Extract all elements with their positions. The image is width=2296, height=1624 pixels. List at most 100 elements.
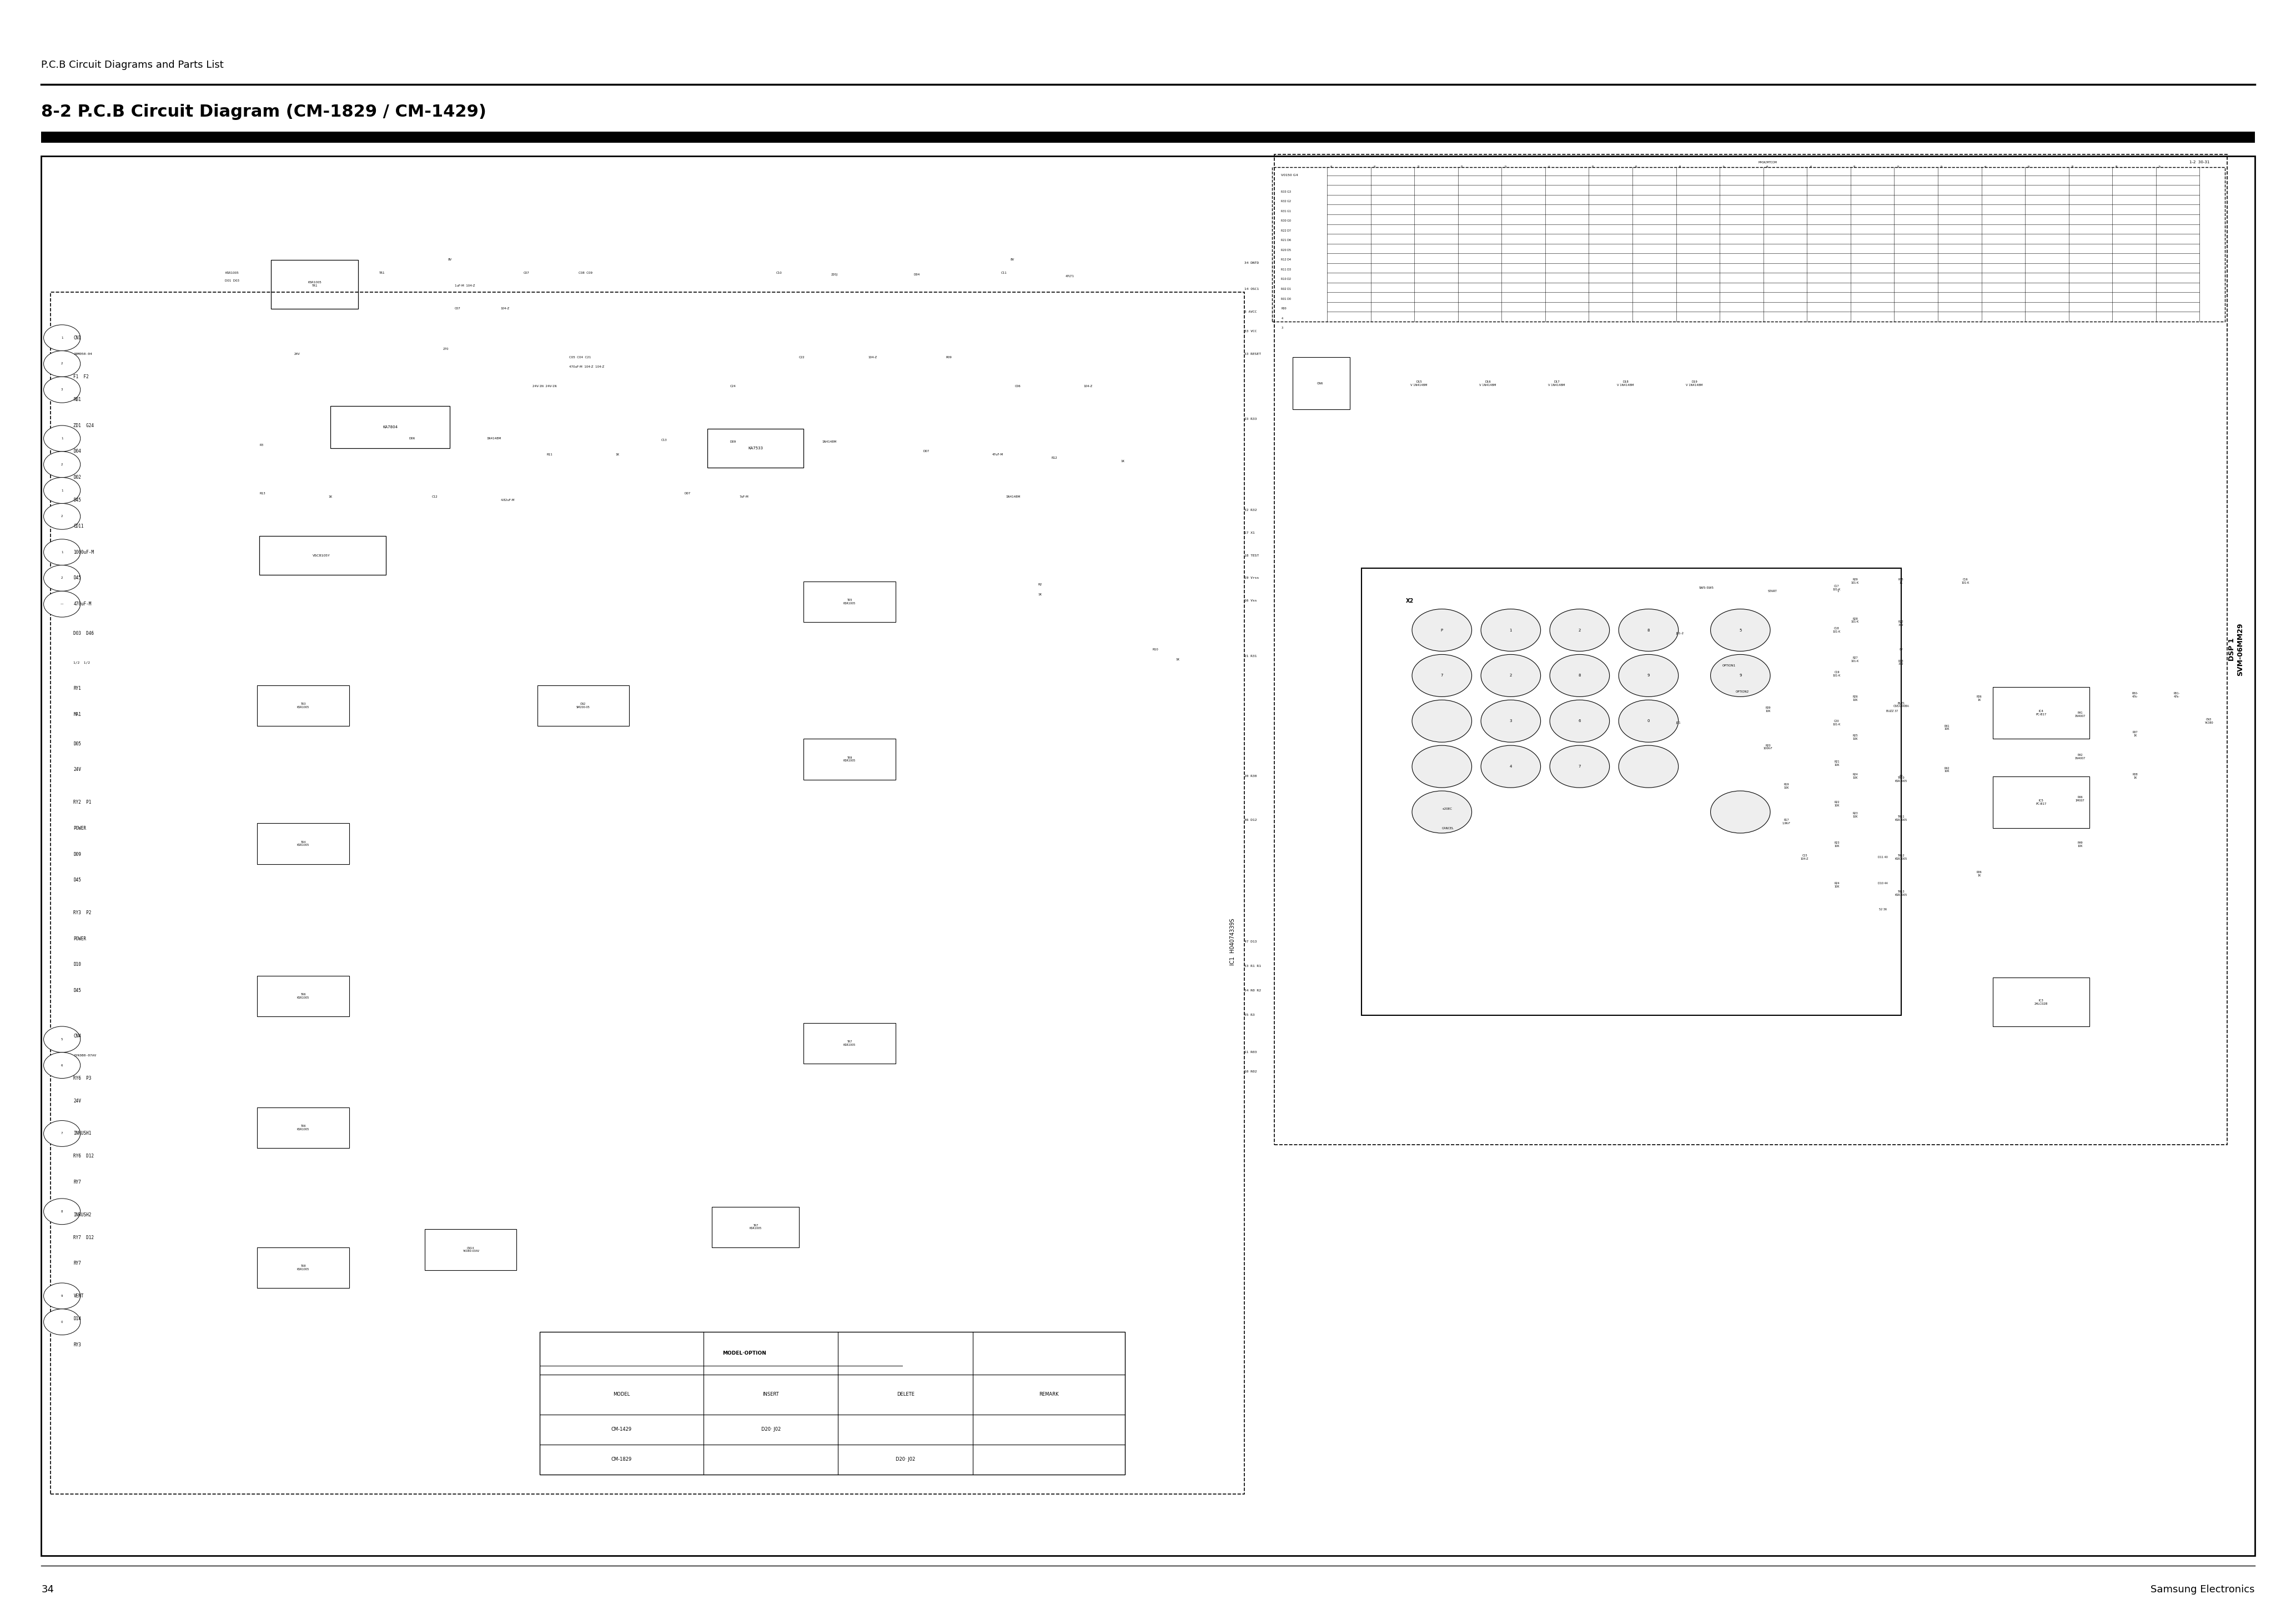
Circle shape <box>44 477 80 503</box>
Text: 24V: 24V <box>294 352 301 356</box>
Text: RY6  D12: RY6 D12 <box>73 1153 94 1160</box>
Text: TR13
KSR1005: TR13 KSR1005 <box>1894 890 1908 896</box>
Text: 5: 5 <box>1738 628 1743 632</box>
Text: 47 D13: 47 D13 <box>1244 940 1256 944</box>
Text: TR5
KSR1005: TR5 KSR1005 <box>843 599 856 604</box>
Circle shape <box>1550 654 1609 697</box>
Circle shape <box>44 1309 80 1335</box>
Bar <box>540 1332 1125 1475</box>
Text: D06: D06 <box>409 437 416 440</box>
Text: 9: 9 <box>1738 674 1743 677</box>
Text: C24: C24 <box>730 385 737 388</box>
Circle shape <box>1550 745 1609 788</box>
Text: R21
10K: R21 10K <box>1835 760 1839 767</box>
Circle shape <box>44 325 80 351</box>
Text: CM-1829: CM-1829 <box>611 1457 631 1462</box>
Circle shape <box>1711 791 1770 833</box>
Text: R17
1.9K-F: R17 1.9K-F <box>1782 818 1791 825</box>
Text: IC3
24LC02B: IC3 24LC02B <box>2034 999 2048 1005</box>
Text: R12: R12 <box>1052 456 1058 460</box>
Circle shape <box>1412 609 1472 651</box>
Text: 53 RESET: 53 RESET <box>1244 352 1261 356</box>
Text: 1YK080-07AV: 1YK080-07AV <box>73 1054 96 1057</box>
Text: D45: D45 <box>73 575 80 581</box>
Text: R36
1K: R36 1K <box>1977 695 1981 702</box>
Text: 8V: 8V <box>1899 775 1903 778</box>
Text: R3: R3 <box>259 443 264 447</box>
Text: R42
1N4007: R42 1N4007 <box>2076 754 2085 760</box>
Text: 19 Vrss: 19 Vrss <box>1244 577 1258 580</box>
Text: TR7
KSR1005: TR7 KSR1005 <box>748 1224 762 1229</box>
Text: IC1  H04074339S: IC1 H04074339S <box>1231 919 1235 965</box>
Circle shape <box>1619 654 1678 697</box>
Text: R38
1K: R38 1K <box>2133 773 2138 780</box>
Text: TR6
KSR1005: TR6 KSR1005 <box>296 1125 310 1130</box>
Text: TR3
KSR1005: TR3 KSR1005 <box>296 703 310 708</box>
Text: INSERT: INSERT <box>762 1392 778 1397</box>
Text: 10 R02: 10 R02 <box>1244 1070 1256 1073</box>
Text: 47LT1: 47LT1 <box>1065 274 1075 278</box>
Text: INRUSH2: INRUSH2 <box>73 1212 92 1218</box>
Text: F1  F2: F1 F2 <box>73 374 90 380</box>
Text: D45: D45 <box>73 877 80 883</box>
Text: 8: 8 <box>1577 674 1582 677</box>
Text: R51-
47k-: R51- 47k- <box>2174 692 2179 698</box>
Bar <box>1274 154 2227 1145</box>
Text: 19M050-04: 19M050-04 <box>73 352 92 356</box>
Text: 7: 7 <box>1440 674 1444 677</box>
Text: C07: C07 <box>455 307 461 310</box>
Circle shape <box>44 425 80 451</box>
Circle shape <box>1619 609 1678 651</box>
Text: C13: C13 <box>661 438 668 442</box>
Circle shape <box>1550 609 1609 651</box>
Text: C22: C22 <box>799 356 806 359</box>
Text: D05: D05 <box>73 741 80 747</box>
Text: TR12
KSR1005: TR12 KSR1005 <box>1894 854 1908 861</box>
Text: 220J: 220J <box>831 273 838 276</box>
Text: V0150 G4: V0150 G4 <box>1281 174 1297 177</box>
Text: KA7804: KA7804 <box>383 425 397 429</box>
Circle shape <box>1412 791 1472 833</box>
Circle shape <box>1412 700 1472 742</box>
Bar <box>1272 167 2225 322</box>
Circle shape <box>44 451 80 477</box>
Text: D03  D46: D03 D46 <box>73 630 94 637</box>
Text: D16
V 1N4148M: D16 V 1N4148M <box>1479 380 1497 387</box>
Text: R49
10K: R49 10K <box>2078 841 2082 848</box>
Text: C16
101-K: C16 101-K <box>1961 578 1970 585</box>
Text: D10 44: D10 44 <box>1878 882 1887 885</box>
Bar <box>712 1207 799 1247</box>
Text: D02: D02 <box>73 474 80 481</box>
Text: D04: D04 <box>73 448 80 455</box>
Text: 8V: 8V <box>1899 648 1903 651</box>
Circle shape <box>44 1283 80 1309</box>
Text: R20
100K-F: R20 100K-F <box>1763 744 1773 750</box>
Text: C12: C12 <box>432 495 439 499</box>
Text: 1K: 1K <box>1120 460 1125 463</box>
Circle shape <box>44 565 80 591</box>
Text: R22
330: R22 330 <box>1899 620 1903 627</box>
Text: C17
101-K: C17 101-K <box>1832 585 1841 591</box>
Circle shape <box>1412 654 1472 697</box>
Bar <box>537 685 629 726</box>
Text: 54 R0 R2: 54 R0 R2 <box>1244 989 1261 992</box>
Bar <box>271 260 358 309</box>
Text: R50-
47k-: R50- 47k- <box>2133 692 2138 698</box>
Text: 24V: 24V <box>73 1098 80 1104</box>
Text: 4.82uF-M: 4.82uF-M <box>501 499 514 502</box>
Text: R31 G1: R31 G1 <box>1281 209 1290 213</box>
Text: 32 R32: 32 R32 <box>1244 508 1256 512</box>
Text: 17 X1: 17 X1 <box>1244 531 1256 534</box>
Text: 7: 7 <box>1577 765 1582 768</box>
Text: X2: X2 <box>1405 598 1414 604</box>
Text: 270: 270 <box>443 348 450 351</box>
Text: D20· J02: D20· J02 <box>760 1427 781 1432</box>
Text: R10 D2: R10 D2 <box>1281 278 1290 281</box>
Text: C11: C11 <box>1001 271 1008 274</box>
Text: KSR1005: KSR1005 <box>225 271 239 274</box>
Text: C08  C09: C08 C09 <box>579 271 592 274</box>
Text: C19
101-K: C19 101-K <box>1832 671 1841 677</box>
Circle shape <box>44 539 80 565</box>
Text: 34: 34 <box>41 1585 55 1595</box>
Text: OPTION1: OPTION1 <box>1722 664 1736 667</box>
